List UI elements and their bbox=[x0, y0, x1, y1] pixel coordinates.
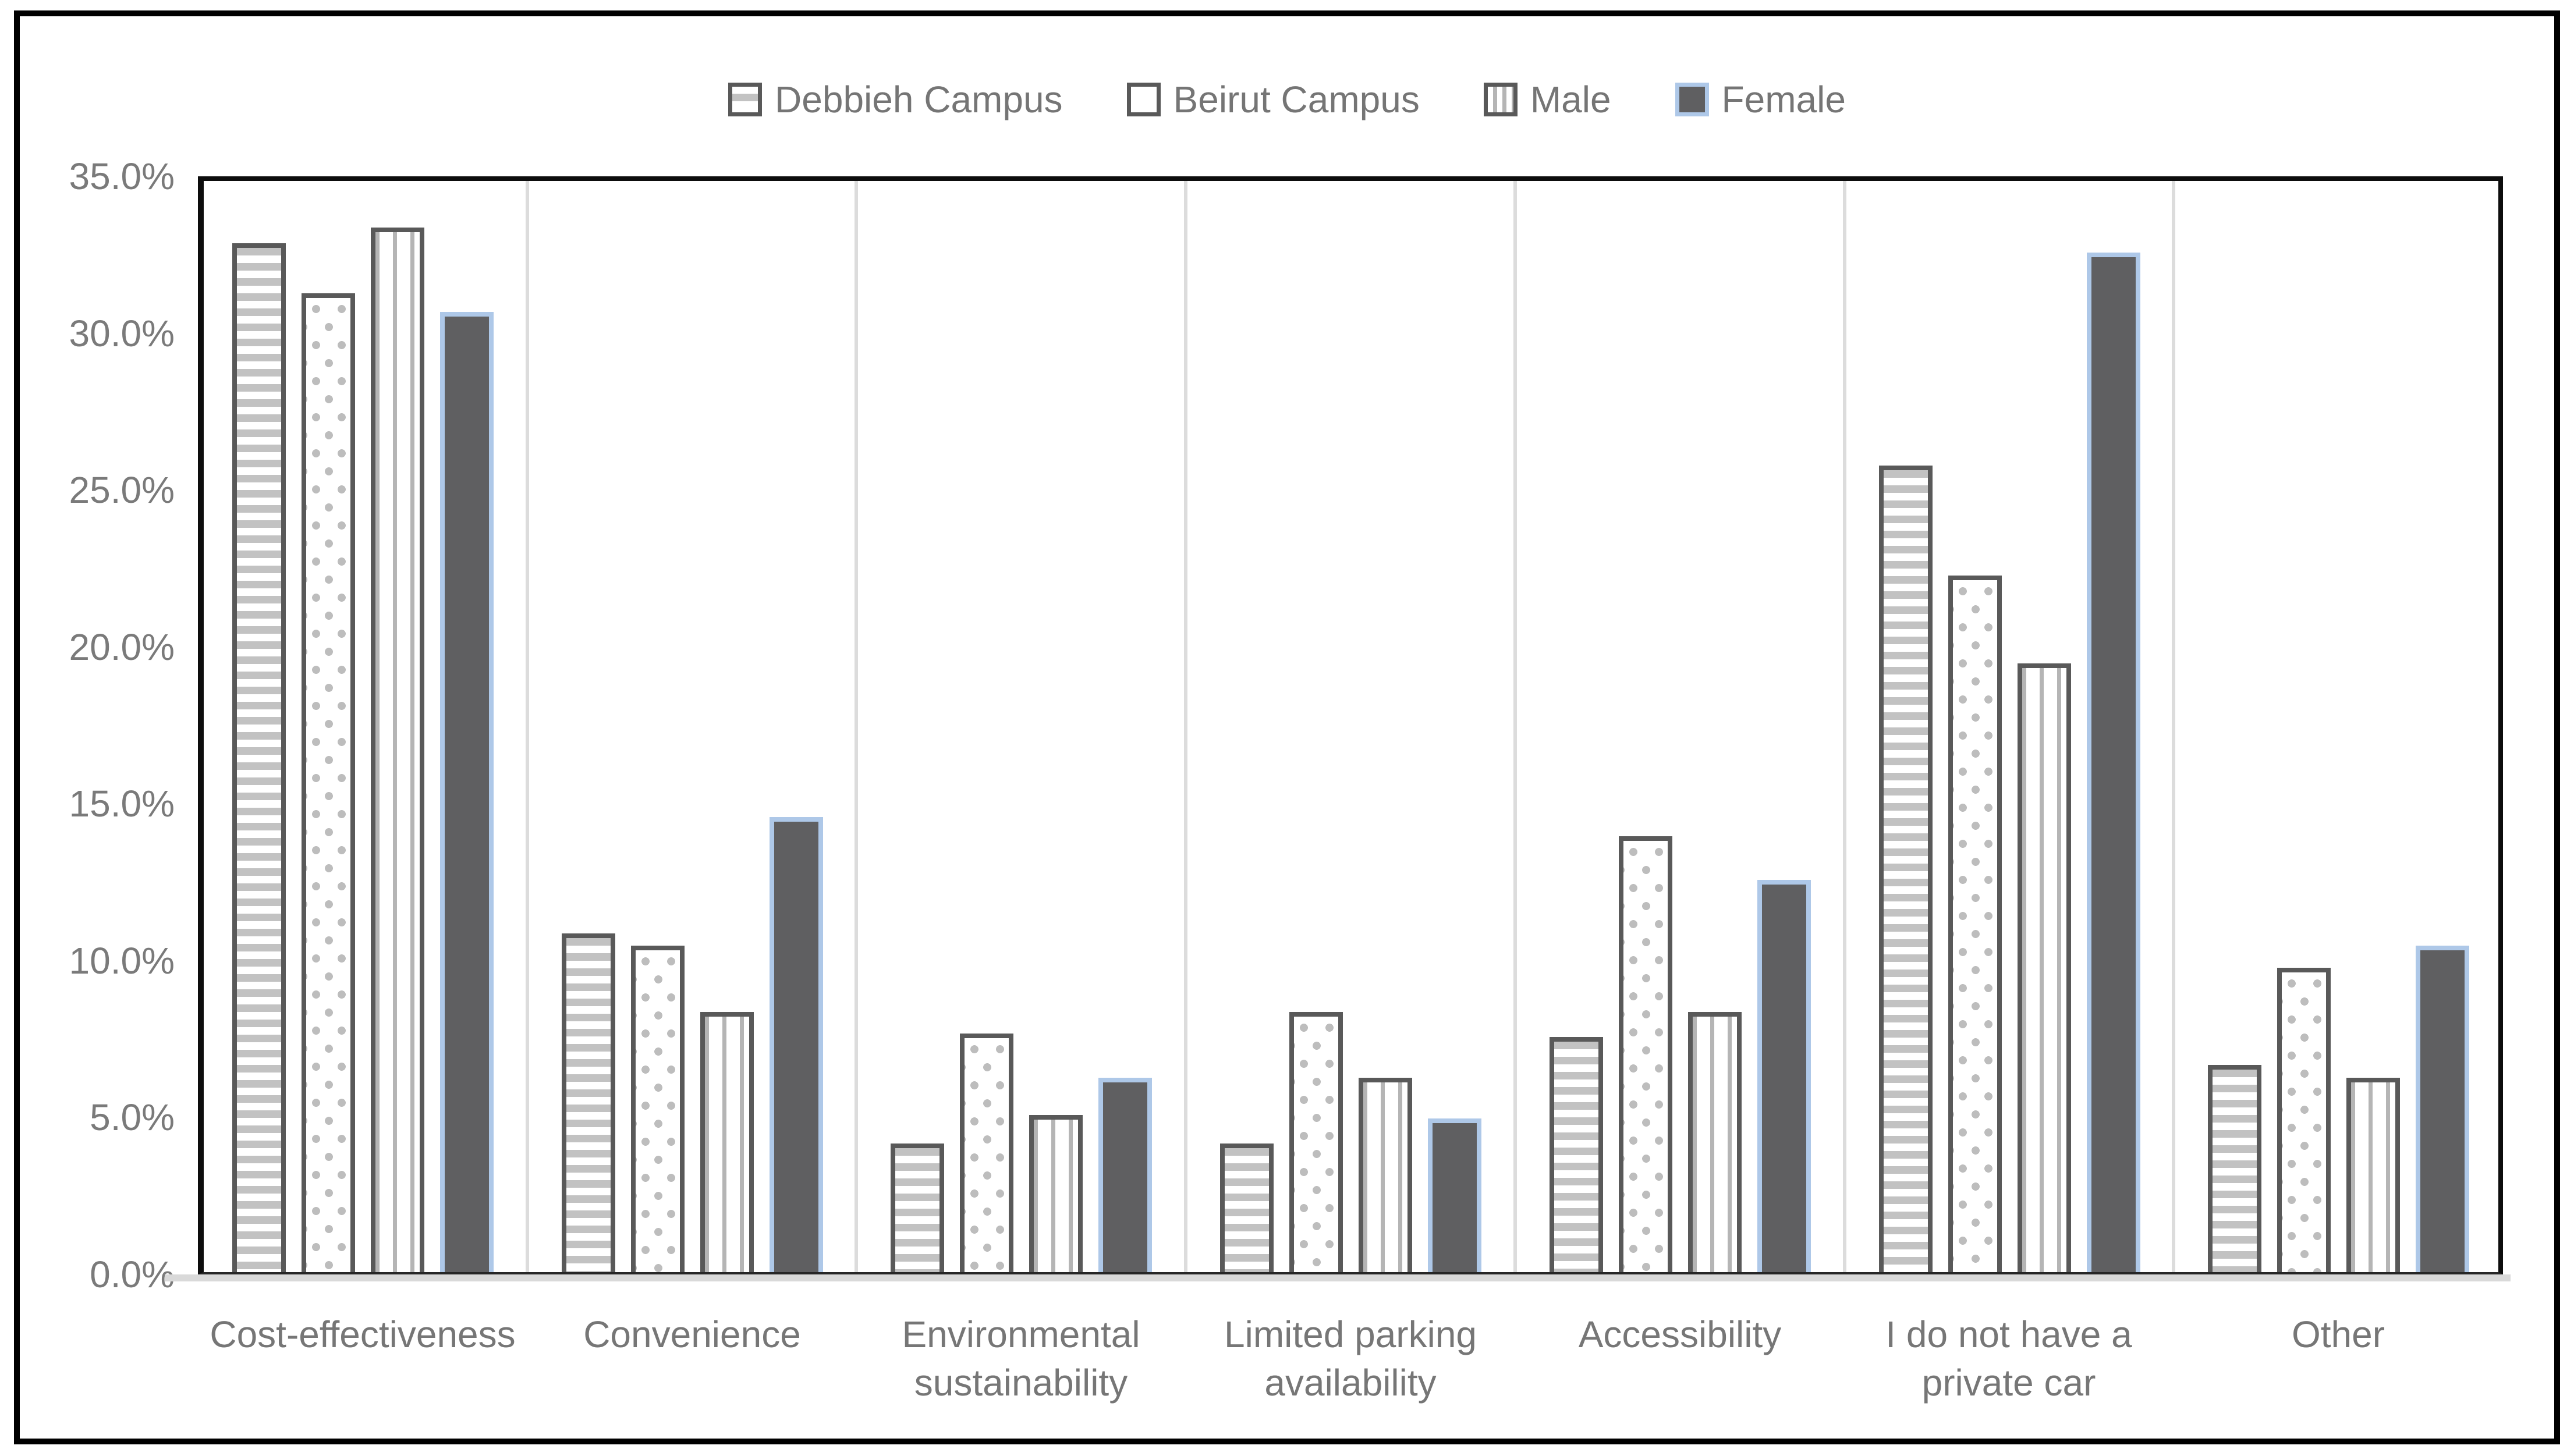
y-axis-tick-label: 5.0% bbox=[90, 1096, 175, 1139]
x-axis-category-label: Accessibility bbox=[1578, 1313, 1782, 1355]
legend-item-vertical-stripes: Male bbox=[1483, 78, 1611, 121]
bar-group bbox=[1186, 1012, 1515, 1272]
bar-dots bbox=[959, 1034, 1013, 1272]
legend-label: Debbieh Campus bbox=[775, 79, 1063, 120]
bar-dots bbox=[1618, 836, 1672, 1272]
bar-vertical-stripes bbox=[1687, 1012, 1742, 1272]
y-axis-tick-label: 30.0% bbox=[69, 312, 175, 354]
bar-dots bbox=[1289, 1012, 1343, 1272]
bar-group bbox=[856, 1034, 1186, 1272]
y-axis-tick-label: 20.0% bbox=[69, 626, 175, 668]
legend-item-solid: Female bbox=[1675, 78, 1846, 121]
y-axis-tick-label: 35.0% bbox=[69, 155, 175, 197]
bar-horizontal-stripes bbox=[232, 243, 286, 1272]
bar-horizontal-stripes bbox=[561, 933, 615, 1272]
legend-label: Female bbox=[1721, 79, 1846, 120]
bar-solid bbox=[769, 817, 823, 1272]
legend-swatch-horizontal-stripes-icon bbox=[728, 83, 763, 116]
x-axis-category-label: Limited parking availability bbox=[1224, 1313, 1477, 1404]
legend-item-horizontal-stripes: Debbieh Campus bbox=[728, 78, 1063, 121]
legend-swatch-vertical-stripes-icon bbox=[1483, 83, 1518, 116]
x-axis-category-label: Other bbox=[2291, 1313, 2385, 1355]
bar-solid bbox=[1098, 1078, 1152, 1272]
bar-vertical-stripes bbox=[2017, 663, 2071, 1272]
bar-vertical-stripes bbox=[2346, 1078, 2400, 1272]
category-separator-line bbox=[1184, 181, 1187, 1272]
bar-vertical-stripes bbox=[700, 1012, 754, 1272]
y-axis-tick-label: 0.0% bbox=[90, 1253, 175, 1295]
bar-dots bbox=[301, 293, 355, 1272]
y-axis-tick-label: 10.0% bbox=[69, 939, 175, 982]
bar-group bbox=[2174, 946, 2503, 1272]
category-separator-line bbox=[2172, 181, 2175, 1272]
y-axis-tick-label: 25.0% bbox=[69, 469, 175, 512]
bar-solid bbox=[1427, 1118, 1481, 1272]
bar-vertical-stripes bbox=[1358, 1078, 1412, 1272]
category-separator-line bbox=[1843, 181, 1846, 1272]
bar-vertical-stripes bbox=[1029, 1115, 1083, 1272]
legend-label: Beirut Campus bbox=[1173, 79, 1420, 120]
category-separator-line bbox=[1513, 181, 1517, 1272]
bar-horizontal-stripes bbox=[1549, 1037, 1603, 1272]
chart-legend: Debbieh Campus Beirut Campus Male Female bbox=[0, 68, 2574, 132]
category-separator-line bbox=[855, 181, 858, 1272]
bar-group bbox=[527, 817, 857, 1272]
bar-dots bbox=[2277, 968, 2331, 1272]
bar-horizontal-stripes bbox=[2207, 1065, 2261, 1272]
bar-solid bbox=[439, 312, 494, 1272]
x-axis-line bbox=[165, 1274, 2511, 1281]
y-axis-tick-label: 15.0% bbox=[69, 783, 175, 825]
bar-dots bbox=[1948, 576, 2002, 1272]
bar-vertical-stripes bbox=[370, 228, 424, 1272]
bar-dots bbox=[630, 946, 685, 1272]
bar-solid bbox=[1757, 880, 1811, 1272]
x-axis-category-label: Environmental sustainability bbox=[902, 1313, 1140, 1404]
bar-solid bbox=[2415, 946, 2469, 1272]
bar-horizontal-stripes bbox=[1878, 466, 1933, 1272]
legend-label: Male bbox=[1530, 79, 1611, 120]
plot-area bbox=[198, 176, 2503, 1274]
bar-horizontal-stripes bbox=[1219, 1144, 1274, 1272]
bar-solid bbox=[2086, 253, 2140, 1272]
legend-item-dots: Beirut Campus bbox=[1126, 78, 1420, 121]
bar-group bbox=[198, 228, 527, 1272]
legend-swatch-dots-icon bbox=[1126, 83, 1161, 116]
category-separator-line bbox=[526, 181, 529, 1272]
x-axis-category-label: I do not have a private car bbox=[1885, 1313, 2132, 1404]
x-axis-category-label: Convenience bbox=[583, 1313, 801, 1355]
bar-horizontal-stripes bbox=[890, 1144, 944, 1272]
x-axis-category-label: Cost-effectiveness bbox=[210, 1313, 516, 1355]
bar-group bbox=[1515, 836, 1845, 1272]
legend-swatch-solid-icon bbox=[1675, 83, 1709, 116]
bar-group bbox=[1845, 253, 2174, 1272]
